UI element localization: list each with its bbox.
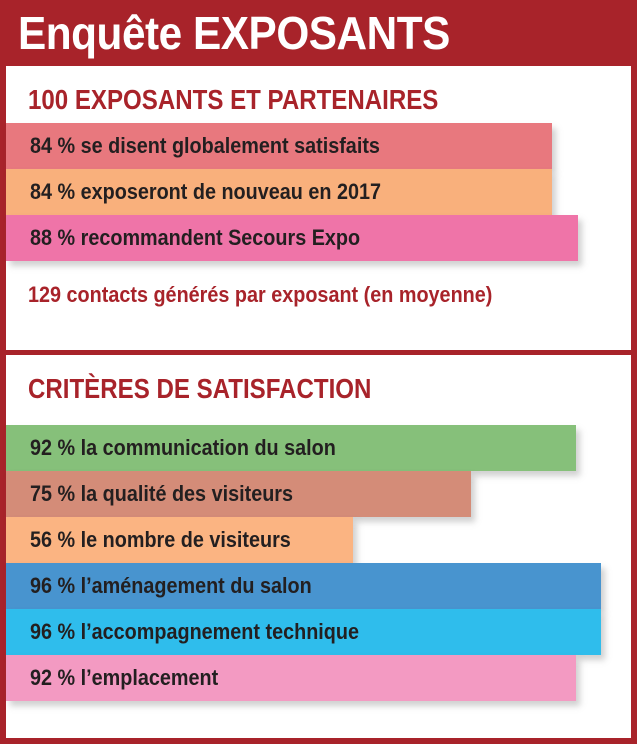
exhibitors-panel: 100 EXPOSANTS ET PARTENAIRES 84 % se dis… [6,66,631,350]
bar-label-section2-2: 56 % le nombre de visiteurs [30,527,291,552]
bar-section2-4: 96 % l’accompagnement technique [6,609,601,655]
bar-section2-3: 96 % l’aménagement du salon [6,563,601,609]
bar-label-section1-0: 84 % se disent globalement satisfaits [30,133,380,158]
bar-label-section2-0: 92 % la communication du salon [30,435,336,460]
bar-label-section2-5: 92 % l’emplacement [30,665,219,690]
bar-section2-1: 75 % la qualité des visiteurs [6,471,471,517]
bar-section2-0: 92 % la communication du salon [6,425,576,471]
criteria-panel: CRITÈRES DE SATISFACTION 92 % la communi… [6,355,631,738]
bar-label-section2-1: 75 % la qualité des visiteurs [30,481,294,506]
bar-label-section2-4: 96 % l’accompagnement technique [30,619,359,644]
bar-section2-2: 56 % le nombre de visiteurs [6,517,353,563]
contacts-note: 129 contacts générés par exposant (en mo… [28,282,493,307]
bar-label-section2-3: 96 % l’aménagement du salon [30,573,312,598]
page-title: Enquête EXPOSANTS [18,7,450,59]
bar-section1-0: 84 % se disent globalement satisfaits [6,123,552,169]
bar-label-section1-2: 88 % recommandent Secours Expo [30,225,361,250]
section-heading-criteria: CRITÈRES DE SATISFACTION [28,373,372,404]
bar-label-section1-1: 84 % exposeront de nouveau en 2017 [30,179,382,204]
bar-section1-2: 88 % recommandent Secours Expo [6,215,578,261]
bar-section1-1: 84 % exposeront de nouveau en 2017 [6,169,552,215]
section-heading-exhibitors: 100 EXPOSANTS ET PARTENAIRES [28,84,439,115]
bar-section2-5: 92 % l’emplacement [6,655,576,701]
